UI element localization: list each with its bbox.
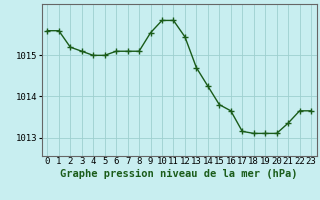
X-axis label: Graphe pression niveau de la mer (hPa): Graphe pression niveau de la mer (hPa) (60, 168, 298, 179)
